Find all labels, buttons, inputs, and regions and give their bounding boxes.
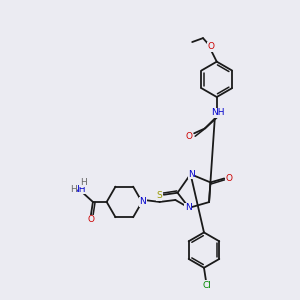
Text: O: O: [88, 215, 94, 224]
Text: O: O: [226, 174, 232, 183]
Text: H: H: [70, 185, 77, 194]
Text: O: O: [186, 132, 193, 141]
Text: N: N: [140, 197, 146, 206]
Text: O: O: [207, 42, 214, 51]
Text: S: S: [156, 191, 162, 200]
Text: N: N: [185, 203, 191, 212]
Text: H: H: [80, 178, 86, 187]
Text: N: N: [188, 170, 195, 179]
Text: NH: NH: [72, 185, 86, 194]
Text: Cl: Cl: [202, 281, 211, 290]
Text: NH: NH: [211, 108, 224, 117]
